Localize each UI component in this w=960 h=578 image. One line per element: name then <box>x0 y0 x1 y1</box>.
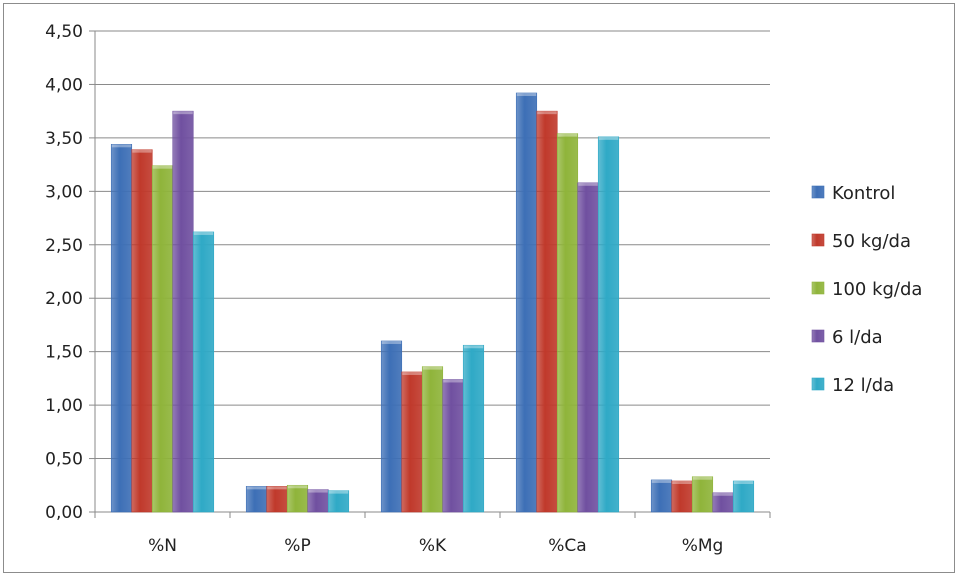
bar <box>380 340 403 513</box>
legend-label: Kontrol <box>832 183 895 204</box>
legend: Kontrol 50 kg/da 100 kg/da 6 l/da 12 l/da <box>811 183 922 396</box>
bar-highlight <box>193 231 214 235</box>
y-tick-label: 3,50 <box>45 129 83 149</box>
bar <box>131 149 153 513</box>
y-tick-label: 0,50 <box>45 450 83 470</box>
legend-swatch <box>811 329 825 343</box>
bar-highlight <box>651 479 672 483</box>
y-tick-label: 1,00 <box>45 396 83 416</box>
bar <box>327 490 350 513</box>
bar-highlight <box>713 492 733 496</box>
x-tick-label: %K <box>419 536 447 556</box>
y-tick-label: 4,00 <box>45 75 83 95</box>
y-tick-label: 0,00 <box>45 503 83 523</box>
x-tick-label: %P <box>284 536 310 556</box>
bar-highlight <box>692 476 713 480</box>
bar-highlight <box>672 481 692 485</box>
bar <box>442 379 464 513</box>
bar-highlight <box>132 149 152 153</box>
legend-label: 12 l/da <box>832 375 894 396</box>
y-tick-label: 2,50 <box>45 236 83 256</box>
legend-label: 6 l/da <box>832 327 883 348</box>
legend-label: 50 kg/da <box>832 231 911 252</box>
bar <box>151 165 174 513</box>
bar <box>732 480 755 513</box>
bar <box>577 182 599 513</box>
bar-highlight <box>733 481 754 485</box>
bar-highlight <box>598 136 619 140</box>
bar <box>691 476 714 513</box>
bar-highlight <box>557 133 578 137</box>
y-tick-label: 3,00 <box>45 182 83 202</box>
bar-highlight <box>152 165 173 169</box>
y-tick-label: 1,50 <box>45 343 83 363</box>
bar-highlight <box>402 371 422 375</box>
bar-highlight <box>537 111 557 115</box>
bar-highlight <box>111 144 132 148</box>
bar <box>172 110 194 513</box>
bar-highlight <box>267 486 287 490</box>
x-tick-label: %Ca <box>548 536 586 556</box>
bar <box>556 133 579 513</box>
bars <box>110 92 755 513</box>
bar <box>401 371 423 513</box>
legend-swatch <box>811 281 825 295</box>
bar-highlight <box>578 182 598 186</box>
bar <box>671 480 693 513</box>
bar-highlight <box>246 486 267 490</box>
bar <box>421 366 444 513</box>
bar-highlight <box>287 485 308 489</box>
legend-swatch <box>811 377 825 391</box>
y-axis-ticks: 0,00 0,50 1,00 1,50 2,00 2,50 3,00 3,50 4,00 4,50 <box>45 22 95 523</box>
bar <box>597 136 620 513</box>
bar <box>110 144 133 513</box>
bar <box>307 489 329 513</box>
bar-highlight <box>516 92 537 96</box>
legend-label: 100 kg/da <box>832 279 922 300</box>
bar <box>266 486 288 513</box>
bar <box>245 486 268 513</box>
bar-highlight <box>173 111 193 115</box>
bar-highlight <box>308 489 328 493</box>
bar-highlight <box>328 490 349 494</box>
bar <box>192 231 215 513</box>
legend-swatch <box>811 185 825 199</box>
bar-highlight <box>443 379 463 383</box>
bar <box>462 344 485 513</box>
bar-highlight <box>463 345 484 349</box>
bar <box>515 92 538 513</box>
bar <box>536 110 558 513</box>
bar-highlight <box>422 366 443 370</box>
bar-highlight <box>381 340 402 344</box>
legend-swatch <box>811 233 825 247</box>
x-tick-label: %N <box>148 536 177 556</box>
bar <box>650 479 673 513</box>
y-tick-label: 4,50 <box>45 22 83 42</box>
x-axis-ticks: %N %P %K %Ca %Mg <box>94 512 771 556</box>
x-tick-label: %Mg <box>682 536 724 556</box>
bar <box>286 484 309 513</box>
y-tick-label: 2,00 <box>45 289 83 309</box>
